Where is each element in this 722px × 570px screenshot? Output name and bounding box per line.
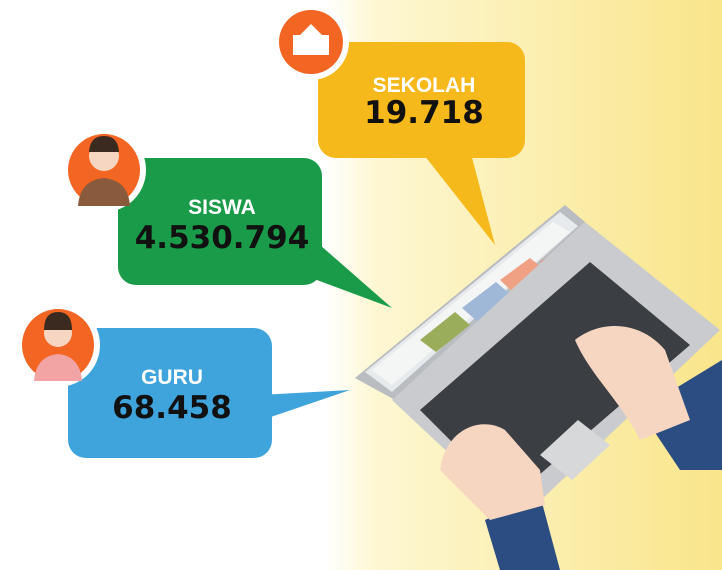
stat-label: GURU [141, 366, 203, 389]
stat-label: SEKOLAH [373, 74, 476, 97]
stat-sekolah: SEKOLAH 19.718 [273, 4, 525, 245]
stat-guru: GURU 68.458 [16, 303, 350, 458]
stat-siswa: SISWA 4.530.794 [62, 128, 392, 308]
stat-label: SISWA [188, 196, 256, 219]
stat-value: 4.530.794 [135, 220, 310, 256]
hands [440, 326, 722, 570]
stat-value: 19.718 [364, 95, 484, 131]
stat-value: 68.458 [112, 390, 232, 426]
